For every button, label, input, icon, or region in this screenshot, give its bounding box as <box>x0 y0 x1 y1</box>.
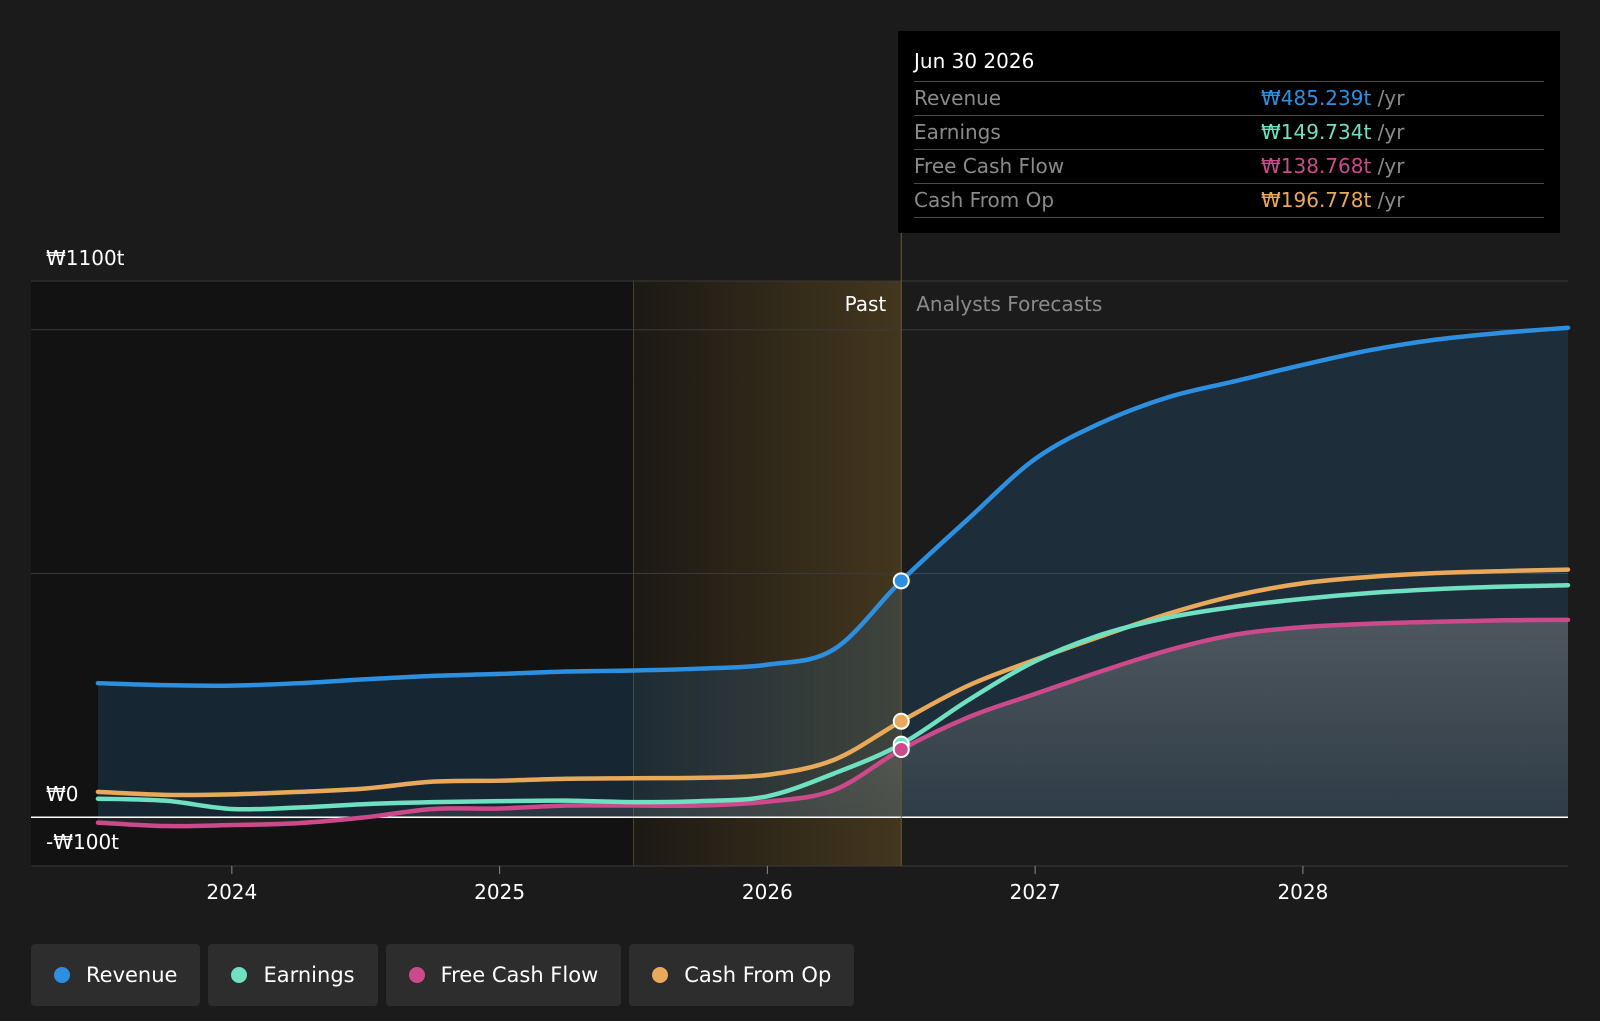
tooltip-row: Cash From Op ₩196.778t /yr <box>914 184 1544 218</box>
legend-label: Revenue <box>86 963 178 987</box>
tooltip-row-label: Free Cash Flow <box>914 154 1065 178</box>
tooltip: Jun 30 2026 Revenue ₩485.239t /yr Earnings… <box>898 31 1560 233</box>
x-tick-label: 2028 <box>1277 880 1328 904</box>
past-label: Past <box>845 292 887 316</box>
tooltip-value-unit: /yr <box>1371 154 1405 178</box>
x-tick-label: 2025 <box>474 880 525 904</box>
legend-dot-icon <box>408 967 425 983</box>
x-tick-label: 2026 <box>742 880 793 904</box>
legend-item-earnings[interactable]: Earnings <box>208 944 378 1006</box>
marker-free-cash-flow[interactable] <box>892 740 910 758</box>
x-tick-label: 2027 <box>1010 880 1061 904</box>
legend-dot-icon <box>652 967 669 983</box>
tooltip-row-value: ₩149.734t /yr <box>1261 116 1404 149</box>
marker-cash-from-op[interactable] <box>892 712 910 730</box>
legend-label: Free Cash Flow <box>440 963 599 987</box>
tooltip-value-number: ₩138.768t <box>1261 154 1372 178</box>
forecast-label: Analysts Forecasts <box>916 292 1102 316</box>
tooltip-row-value: ₩485.239t /yr <box>1261 82 1404 115</box>
tooltip-date: Jun 30 2026 <box>914 47 1544 82</box>
tooltip-row: Revenue ₩485.239t /yr <box>914 82 1544 116</box>
line-free-cash-flow <box>95 617 1571 829</box>
tooltip-row: Earnings ₩149.734t /yr <box>914 116 1544 150</box>
tooltip-row-value: ₩196.778t /yr <box>1261 184 1404 217</box>
legend-item-free-cash-flow[interactable]: Free Cash Flow <box>385 944 622 1006</box>
tooltip-value-number: ₩196.778t <box>1261 188 1372 212</box>
tooltip-row-label: Earnings <box>914 120 1001 144</box>
legend-item-cash-from-op[interactable]: Cash From Op <box>629 944 855 1006</box>
area-free-cash-flow <box>97 619 1569 827</box>
line-revenue <box>95 325 1571 688</box>
tooltip-row-label: Cash From Op <box>914 188 1055 212</box>
legend: Revenue Earnings Free Cash Flow Cash From O… <box>31 944 855 1006</box>
tooltip-value-unit: /yr <box>1371 120 1405 144</box>
tooltip-row-value: ₩138.768t /yr <box>1261 150 1404 183</box>
y-label-bottom: -₩100t <box>46 830 119 854</box>
legend-dot-icon <box>231 967 248 983</box>
legend-dot-icon <box>54 967 70 983</box>
legend-label: Earnings <box>263 963 355 987</box>
y-label-top: ₩1100t <box>46 246 125 270</box>
tooltip-row-label: Revenue <box>914 86 1002 110</box>
line-cash-from-op <box>95 567 1571 798</box>
tooltip-value-number: ₩485.239t <box>1261 86 1372 110</box>
marker-revenue[interactable] <box>892 572 910 590</box>
tooltip-value-unit: /yr <box>1371 86 1405 110</box>
legend-label: Cash From Op <box>684 963 832 987</box>
tooltip-row: Free Cash Flow ₩138.768t /yr <box>914 150 1544 184</box>
line-earnings <box>95 582 1571 812</box>
legend-item-revenue[interactable]: Revenue <box>31 944 201 1006</box>
x-tick-label: 2024 <box>206 880 257 904</box>
tooltip-value-number: ₩149.734t <box>1261 120 1372 144</box>
y-label-zero: ₩0 <box>46 782 79 806</box>
tooltip-value-unit: /yr <box>1371 188 1405 212</box>
